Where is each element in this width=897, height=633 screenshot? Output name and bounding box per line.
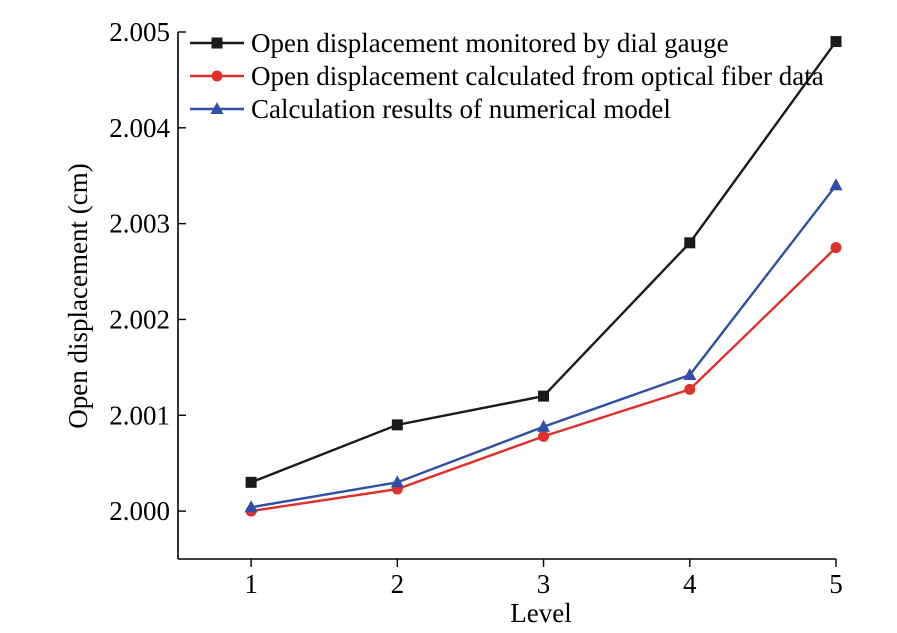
legend-label: Calculation results of numerical model	[251, 94, 671, 124]
x-axis-ticks: 1 2 3 4 5	[244, 559, 843, 599]
x-tick-label: 4	[683, 569, 697, 599]
legend: Open displacement monitored by dial gaug…	[190, 28, 824, 124]
legend-marker-circle	[211, 70, 223, 82]
y-tick-label: 2.001	[109, 400, 170, 430]
series-2	[245, 242, 842, 517]
data-point-triangle	[390, 475, 404, 488]
plot-axes	[177, 32, 836, 560]
legend-label: Open displacement calculated from optica…	[251, 61, 824, 91]
y-tick-label: 2.002	[109, 304, 170, 334]
series-1	[245, 36, 842, 488]
y-tick-label: 2.003	[109, 209, 170, 239]
data-point-circle	[830, 242, 842, 254]
legend-item: Open displacement monitored by dial gaug…	[190, 28, 729, 58]
legend-marker-triangle	[210, 102, 224, 114]
data-point-square	[538, 390, 550, 402]
legend-marker-square	[211, 37, 223, 49]
y-axis-label: Open displacement (cm)	[63, 163, 93, 428]
series-3	[244, 178, 843, 513]
legend-label: Open displacement monitored by dial gaug…	[251, 28, 729, 58]
x-axis-label: Level	[510, 598, 571, 628]
y-tick-label: 2.004	[109, 113, 170, 143]
series-layer	[244, 36, 843, 517]
data-point-circle	[538, 430, 550, 442]
data-point-square	[684, 237, 696, 249]
legend-item: Calculation results of numerical model	[190, 94, 671, 124]
x-tick-label: 5	[829, 569, 843, 599]
data-point-square	[391, 419, 403, 431]
x-tick-label: 1	[244, 569, 258, 599]
y-tick-label: 2.005	[109, 17, 170, 47]
y-tick-label: 2.000	[109, 496, 170, 526]
series-line	[250, 246, 837, 513]
data-point-triangle	[683, 368, 697, 381]
x-tick-label: 2	[391, 569, 405, 599]
data-point-square	[245, 476, 257, 488]
series-line	[250, 184, 837, 509]
y-axis-ticks: 2.000 2.001 2.002 2.003 2.004 2.005	[109, 17, 186, 526]
data-point-triangle	[829, 178, 843, 191]
legend-item: Open displacement calculated from optica…	[190, 61, 824, 91]
data-point-triangle	[244, 500, 258, 513]
data-point-triangle	[537, 419, 551, 432]
x-tick-label: 3	[537, 569, 551, 599]
data-point-circle	[684, 383, 696, 395]
data-point-square	[830, 36, 842, 48]
